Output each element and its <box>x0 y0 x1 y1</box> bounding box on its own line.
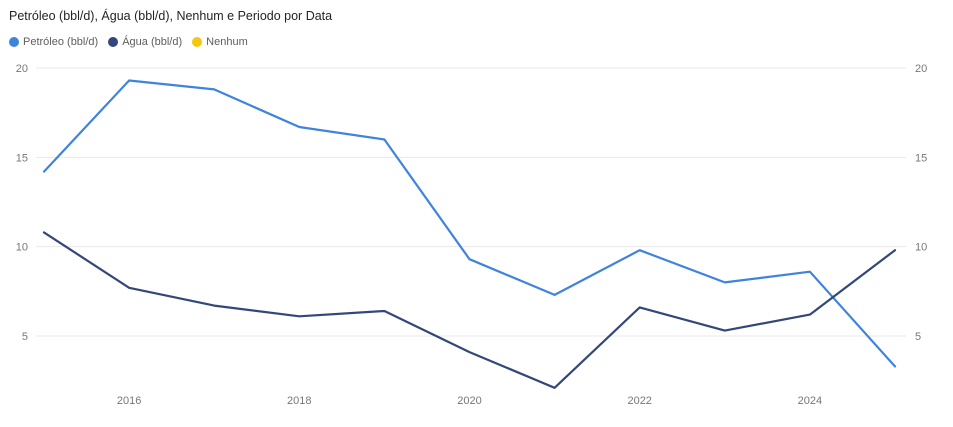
x-axis-tick: 2022 <box>627 395 651 407</box>
nenhum-series-dot-icon <box>192 37 203 47</box>
y-axis-tick-right: 20 <box>915 63 927 75</box>
y-axis-tick-right: 10 <box>915 242 927 254</box>
legend-item-petroleo[interactable]: Petróleo (bbl/d) <box>9 36 98 48</box>
petroleo-series-dot-icon <box>9 37 19 47</box>
y-axis-tick-left: 15 <box>16 152 28 164</box>
series-line-gua-bbl-d[interactable] <box>42 231 897 389</box>
x-axis-tick: 2024 <box>798 395 822 407</box>
legend: Petróleo (bbl/d) Água (bbl/d) Nenhum <box>9 36 248 48</box>
y-axis-tick-right: 5 <box>915 331 921 343</box>
y-axis-tick-left: 10 <box>16 242 28 254</box>
y-axis-tick-right: 15 <box>915 152 927 164</box>
legend-item-label: Água (bbl/d) <box>122 36 183 48</box>
y-axis-tick-left: 20 <box>16 63 28 75</box>
legend-item-label: Petróleo (bbl/d) <box>23 36 99 48</box>
legend-item-agua[interactable]: Água (bbl/d) <box>108 36 182 48</box>
chart-title: Petróleo (bbl/d), Água (bbl/d), Nenhum e… <box>9 9 333 23</box>
x-axis-tick: 2016 <box>117 395 141 407</box>
agua-series-dot-icon <box>108 37 119 47</box>
legend-item-label: Nenhum <box>206 36 248 48</box>
series-line-petr-leo-bbl-d[interactable] <box>42 79 897 368</box>
x-axis-tick: 2018 <box>287 395 311 407</box>
y-axis-tick-left: 5 <box>22 331 28 343</box>
legend-item-nenhum[interactable]: Nenhum <box>192 36 248 48</box>
x-axis-tick: 2020 <box>457 395 481 407</box>
